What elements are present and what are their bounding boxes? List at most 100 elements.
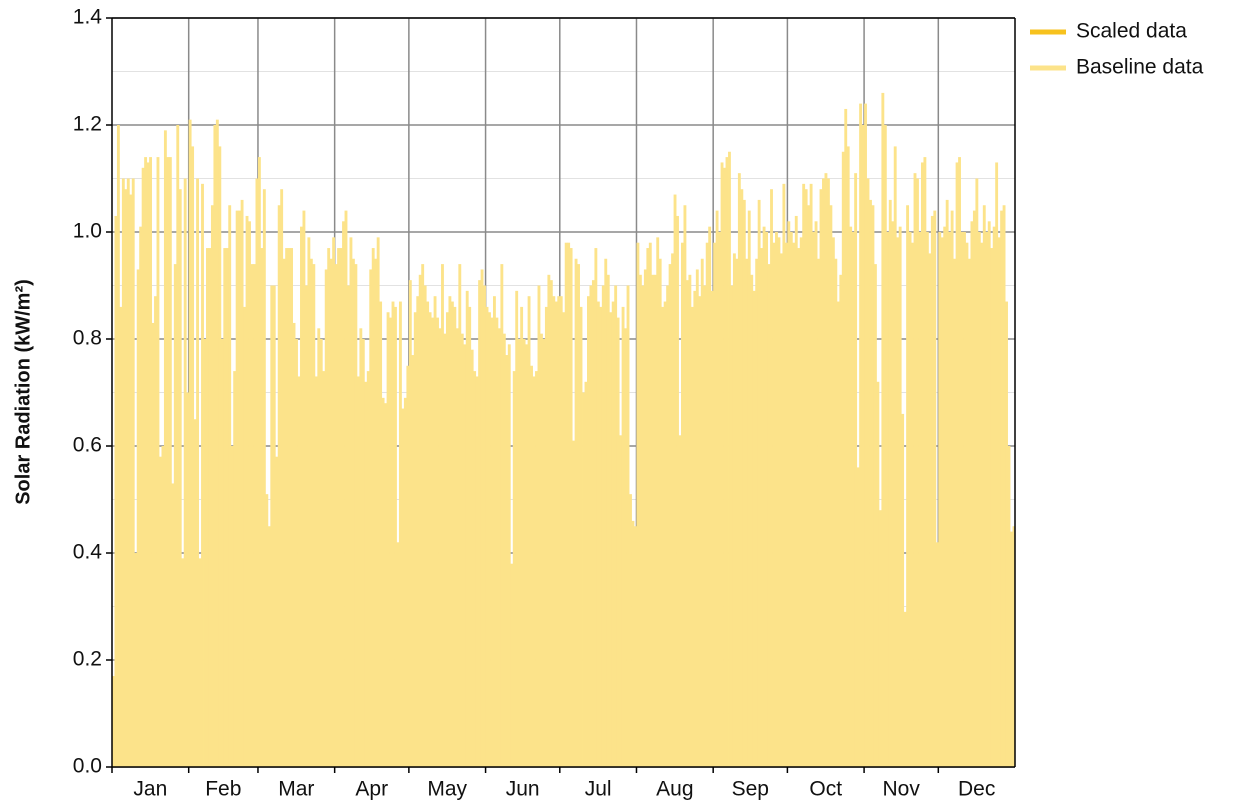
bar xyxy=(450,301,454,767)
bar xyxy=(886,232,890,767)
bar xyxy=(485,306,489,767)
bar xyxy=(483,285,486,767)
bar xyxy=(295,339,298,767)
bar xyxy=(255,178,259,767)
bar xyxy=(522,339,526,767)
bar xyxy=(201,183,204,768)
bar xyxy=(468,306,472,767)
bar xyxy=(809,183,813,768)
x-tick-label: Jul xyxy=(585,778,612,801)
bar xyxy=(634,526,637,767)
bar xyxy=(441,264,444,767)
bar xyxy=(747,210,751,768)
bar xyxy=(1012,526,1016,767)
bar xyxy=(683,205,687,767)
bar xyxy=(992,226,996,767)
bar xyxy=(505,355,509,767)
bar xyxy=(636,242,640,767)
bar xyxy=(455,328,459,767)
bar xyxy=(584,381,588,767)
bar xyxy=(591,280,595,767)
bar xyxy=(604,258,608,767)
bar xyxy=(668,264,672,767)
bar xyxy=(171,483,175,767)
bar xyxy=(797,248,801,768)
bar xyxy=(656,237,660,768)
bar xyxy=(589,285,593,767)
bar xyxy=(495,317,499,767)
bar xyxy=(183,178,187,767)
bar xyxy=(851,232,855,767)
bar xyxy=(960,232,964,767)
bar xyxy=(715,210,719,768)
bar xyxy=(577,264,580,767)
bar xyxy=(826,178,830,767)
bar xyxy=(500,264,504,767)
bar xyxy=(304,285,308,767)
y-tick-label: 0.4 xyxy=(73,541,103,564)
bar xyxy=(317,328,321,767)
bar xyxy=(381,397,385,767)
bar xyxy=(671,253,674,767)
bar xyxy=(698,296,702,767)
bar xyxy=(339,248,343,768)
bar xyxy=(866,178,870,767)
bar xyxy=(406,365,410,767)
bar xyxy=(240,199,244,767)
bar xyxy=(285,248,289,768)
bar xyxy=(631,520,635,767)
bar xyxy=(465,290,469,767)
bar xyxy=(614,285,618,767)
bar xyxy=(601,285,605,767)
bar xyxy=(720,162,724,767)
bar xyxy=(888,199,892,767)
bar xyxy=(300,226,303,767)
bar xyxy=(987,221,991,768)
bar xyxy=(292,322,296,767)
bar xyxy=(223,248,227,768)
bar xyxy=(745,258,749,767)
bar xyxy=(426,301,430,767)
bar xyxy=(873,264,877,767)
bar xyxy=(196,178,199,767)
bar xyxy=(369,269,373,767)
bar xyxy=(547,274,551,767)
bar xyxy=(819,189,823,767)
bar xyxy=(606,274,610,767)
bar xyxy=(891,221,895,768)
bar xyxy=(705,242,709,767)
legend-label: Scaled data xyxy=(1076,20,1187,43)
bar xyxy=(389,317,392,767)
bar xyxy=(136,269,140,767)
bar xyxy=(230,446,234,767)
bar xyxy=(448,296,452,767)
y-axis-title: Solar Radiation (kW/m²) xyxy=(12,279,34,505)
bar xyxy=(371,248,375,768)
bar xyxy=(920,162,924,767)
bar xyxy=(502,333,506,767)
bar xyxy=(814,221,818,768)
bar xyxy=(203,339,207,767)
bar xyxy=(359,328,363,767)
bar xyxy=(327,248,331,768)
bar xyxy=(366,371,370,767)
bar xyxy=(685,280,689,767)
bar xyxy=(161,446,165,767)
y-tick-label: 0.2 xyxy=(73,648,102,671)
x-tick-label: Oct xyxy=(809,778,842,801)
bar xyxy=(1007,446,1011,767)
y-tick-label: 1.0 xyxy=(73,220,102,243)
bar xyxy=(564,242,568,767)
bar xyxy=(678,435,682,767)
bar xyxy=(688,274,692,767)
bar xyxy=(233,371,237,767)
bar xyxy=(307,237,311,768)
bar xyxy=(188,119,192,767)
bar xyxy=(562,312,566,767)
bar xyxy=(297,376,301,767)
bar xyxy=(901,413,905,767)
bar xyxy=(520,306,524,767)
y-tick-label: 0.0 xyxy=(73,755,102,778)
bar xyxy=(403,397,407,767)
bar xyxy=(319,339,323,767)
